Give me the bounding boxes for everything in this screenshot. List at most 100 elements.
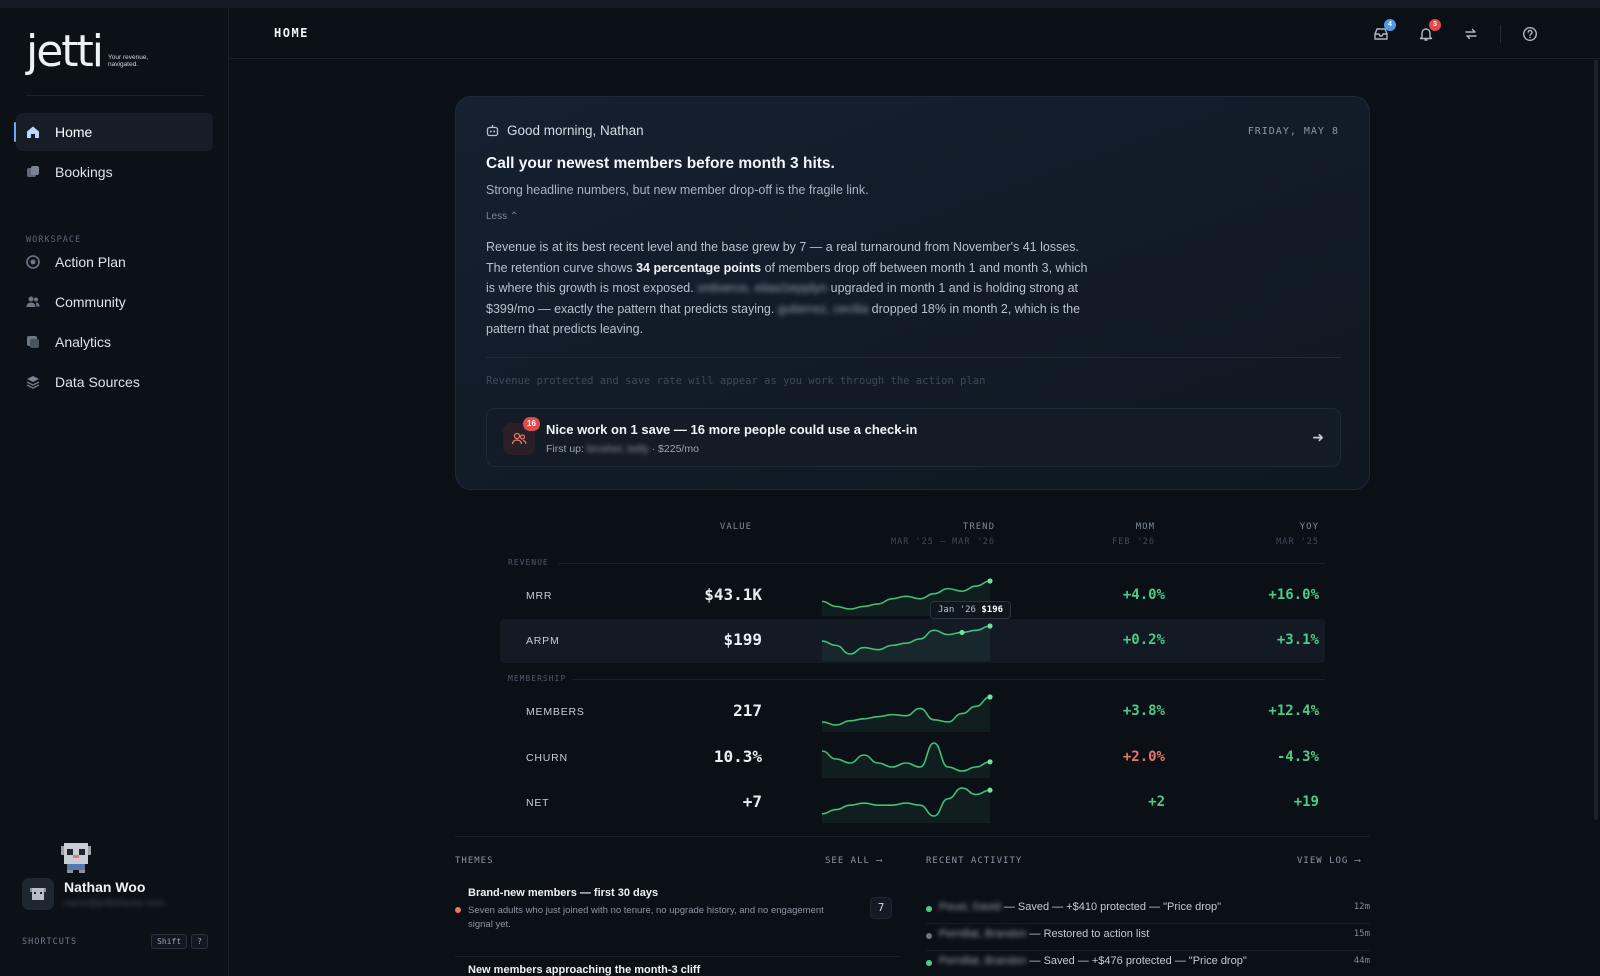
greeting-text: Good morning, Nathan bbox=[507, 123, 644, 138]
metric-row-churn[interactable]: CHURN 10.3% +2.0% -4.3% bbox=[500, 736, 1325, 780]
metric-row-net[interactable]: NET +7 +2 +19 bbox=[500, 781, 1325, 825]
metric-row-mrr[interactable]: MRR $43.1K +4.0% +16.0% bbox=[500, 574, 1325, 618]
topbar-divider bbox=[1500, 25, 1501, 43]
view-log-link[interactable]: VIEW LOG ⟶ bbox=[1297, 856, 1362, 866]
notifications-button[interactable]: 3 bbox=[1416, 19, 1441, 44]
window-strip bbox=[0, 0, 1600, 8]
trend-sparkline[interactable] bbox=[820, 621, 1000, 661]
theme-count: 7 bbox=[870, 897, 892, 919]
metric-name: MRR bbox=[526, 590, 553, 602]
activity-heading: RECENT ACTIVITY bbox=[926, 856, 1023, 866]
sidebar-item-label: Bookings bbox=[55, 164, 113, 180]
metric-row-members[interactable]: MEMBERS 217 +3.8% +12.4% bbox=[500, 690, 1325, 734]
current-date: FRIDAY, MAY 8 bbox=[1247, 126, 1339, 137]
help-button[interactable] bbox=[1520, 24, 1540, 44]
briefing-subline: Strong headline numbers, but new member … bbox=[486, 183, 869, 197]
metric-yoy: +16.0% bbox=[1268, 587, 1319, 603]
theme-description: Seven adults who just joined with no ten… bbox=[468, 905, 824, 930]
sidebar-item-analytics[interactable]: Analytics bbox=[16, 323, 213, 361]
database-icon bbox=[26, 375, 40, 389]
sidebar-item-data-sources[interactable]: Data Sources bbox=[16, 363, 213, 401]
collapse-toggle[interactable]: Less ⌃ bbox=[486, 211, 519, 222]
trend-sparkline[interactable] bbox=[820, 783, 1000, 823]
member-name-redacted[interactable]: gutierrez, cecilia bbox=[777, 301, 869, 316]
nudge-count-badge: 16 bbox=[523, 417, 540, 431]
theme-item[interactable]: Brand-new members — first 30 days Seven … bbox=[455, 887, 900, 949]
briefing-body: Revenue is at its best recent level and … bbox=[486, 240, 1088, 336]
sidebar-item-label: Analytics bbox=[55, 334, 112, 350]
metric-yoy: -4.3% bbox=[1276, 749, 1319, 765]
activity-row[interactable]: Pousi, David — Saved — +$410 protected —… bbox=[926, 898, 1370, 924]
sync-button[interactable] bbox=[1461, 24, 1481, 44]
trend-sparkline[interactable] bbox=[820, 692, 1000, 732]
group-divider bbox=[572, 679, 1325, 680]
shift-key: Shift bbox=[151, 934, 188, 949]
user-email: nwoo@jettisheets.com bbox=[64, 898, 165, 909]
target-icon bbox=[26, 255, 40, 269]
sparkline-tooltip: Jan '26 $196 bbox=[930, 601, 1012, 619]
bookings-icon bbox=[26, 165, 40, 179]
metric-mom: +3.8% bbox=[1122, 703, 1165, 719]
sidebar-item-action-plan[interactable]: Action Plan bbox=[16, 243, 213, 281]
activity-text: Pousi, David — Saved — +$410 protected —… bbox=[939, 901, 1222, 913]
sidebar-item-bookings[interactable]: Bookings bbox=[16, 153, 213, 191]
briefing-card: Good morning, Nathan FRIDAY, MAY 8 Call … bbox=[455, 96, 1370, 490]
theme-item[interactable]: New members approaching the month-3 clif… bbox=[455, 964, 900, 976]
nudge-title: Nice work on 1 save — 16 more people cou… bbox=[546, 422, 918, 437]
metric-name: CHURN bbox=[526, 752, 568, 764]
metric-mom: +2 bbox=[1148, 794, 1165, 810]
metric-mom: +4.0% bbox=[1122, 587, 1165, 603]
page-title: HOME bbox=[274, 26, 309, 40]
metric-yoy: +19 bbox=[1293, 794, 1319, 810]
activity-status-dot bbox=[926, 906, 932, 912]
sidebar-item-community[interactable]: Community bbox=[16, 283, 213, 321]
question-key: ? bbox=[191, 934, 208, 949]
sparkline-endpoint bbox=[987, 623, 993, 629]
logo[interactable]: jetti Your revenue, navigated. bbox=[26, 30, 160, 74]
people-icon bbox=[26, 295, 40, 309]
sidebar-item-label: Data Sources bbox=[55, 374, 140, 390]
metric-yoy: +12.4% bbox=[1268, 703, 1319, 719]
inbox-button[interactable]: 4 bbox=[1371, 19, 1396, 44]
group-divider bbox=[558, 563, 1325, 564]
shortcuts-hint[interactable]: SHORTCUTS Shift ? bbox=[22, 934, 208, 949]
sparkline-line bbox=[821, 742, 991, 772]
metric-name: MEMBERS bbox=[526, 706, 585, 718]
inbox-icon bbox=[1374, 28, 1388, 40]
sparkline-endpoint bbox=[987, 694, 993, 700]
avatar bbox=[22, 878, 54, 910]
metric-row-arpm[interactable]: ARPM $199 +0.2% +3.1% bbox=[500, 619, 1325, 663]
inbox-badge: 4 bbox=[1384, 19, 1396, 31]
check-in-nudge[interactable]: 16 Nice work on 1 save — 16 more people … bbox=[486, 408, 1341, 467]
people-icon bbox=[503, 423, 535, 455]
member-name-redacted[interactable]: ontiveros, elias/zepplyn bbox=[697, 281, 828, 295]
activity-row[interactable]: Pernillat, Brandon — Saved — +$476 prote… bbox=[926, 952, 1370, 976]
nudge-subtitle: First up: brusher, kelly · $225/mo bbox=[546, 443, 699, 455]
see-all-link[interactable]: SEE ALL ⟶ bbox=[825, 856, 883, 866]
trend-sparkline[interactable] bbox=[820, 738, 1000, 778]
column-header-value: VALUE bbox=[719, 522, 752, 532]
sidebar-item-home[interactable]: Home bbox=[14, 113, 213, 151]
metric-mom: +2.0% bbox=[1122, 749, 1165, 765]
sparkline-line bbox=[821, 580, 991, 610]
theme-divider bbox=[455, 956, 900, 957]
help-icon bbox=[1522, 26, 1538, 42]
activity-status-dot bbox=[926, 933, 932, 939]
sparkline-area bbox=[822, 743, 990, 778]
briefing-headline: Call your newest members before month 3 … bbox=[486, 155, 835, 172]
main-scrollbar[interactable] bbox=[1594, 60, 1598, 820]
section-divider bbox=[455, 836, 1370, 837]
metric-value: $199 bbox=[723, 630, 762, 649]
yoy-period: MAR '25 bbox=[1276, 537, 1319, 547]
activity-time: 12m bbox=[1353, 902, 1370, 912]
activity-row[interactable]: Pernillat, Brandon — Restored to action … bbox=[926, 925, 1370, 951]
mascot-icon bbox=[58, 840, 94, 876]
themes-heading: THEMES bbox=[455, 856, 494, 866]
activity-text: Pernillat, Brandon — Saved — +$476 prote… bbox=[939, 955, 1247, 967]
workspace-section-label: WORKSPACE bbox=[26, 235, 82, 245]
sidebar-item-label: Community bbox=[55, 294, 126, 310]
user-profile[interactable]: Nathan Woo nwoo@jettisheets.com bbox=[22, 878, 165, 910]
sparkline-endpoint bbox=[987, 759, 993, 765]
sync-icon bbox=[1465, 28, 1477, 40]
